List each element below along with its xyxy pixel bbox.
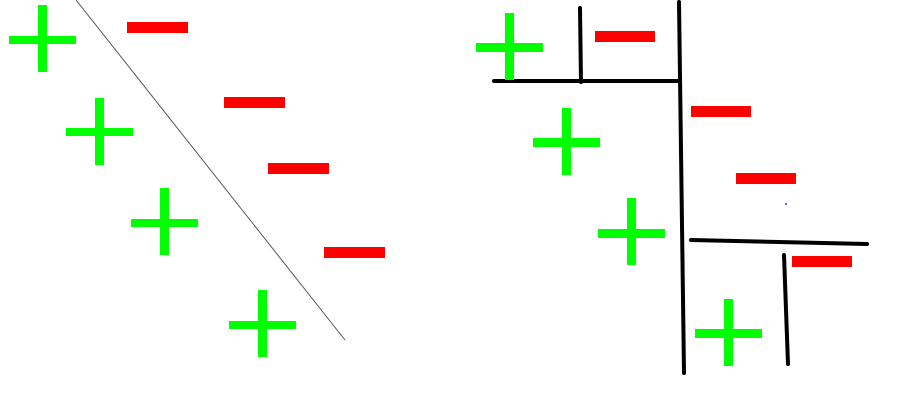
boundary-bottom-small-vertical <box>782 253 790 366</box>
left-positive-marker-1 <box>9 5 76 72</box>
left-negative-marker-1 <box>127 22 188 33</box>
left-positive-marker-2 <box>66 98 133 165</box>
right-negative-marker-2 <box>691 106 751 117</box>
right-negative-marker-3 <box>736 173 796 184</box>
right-positive-marker-3 <box>598 198 665 265</box>
boundary-bottom-horizontal <box>689 238 869 246</box>
stray-dot <box>785 203 787 205</box>
diagonal-decision-boundary <box>75 0 346 341</box>
right-negative-marker-1 <box>595 31 655 42</box>
axis-aligned-boundaries <box>492 0 869 375</box>
left-positive-marker-4 <box>229 290 296 357</box>
right-panel <box>476 0 869 375</box>
right-positive-marker-2 <box>533 108 600 175</box>
right-negative-marker-4 <box>792 256 852 267</box>
left-negative-marker-3 <box>268 163 329 174</box>
left-positive-marker-3 <box>131 188 198 255</box>
right-positive-marker-4 <box>695 299 762 366</box>
boundary-top-small-vertical <box>578 6 583 84</box>
left-negative-marker-2 <box>224 97 285 108</box>
right-positive-marker-1 <box>476 13 543 80</box>
left-panel <box>9 0 385 357</box>
left-negative-marker-4 <box>324 247 385 258</box>
boundary-main-vertical <box>677 0 686 375</box>
